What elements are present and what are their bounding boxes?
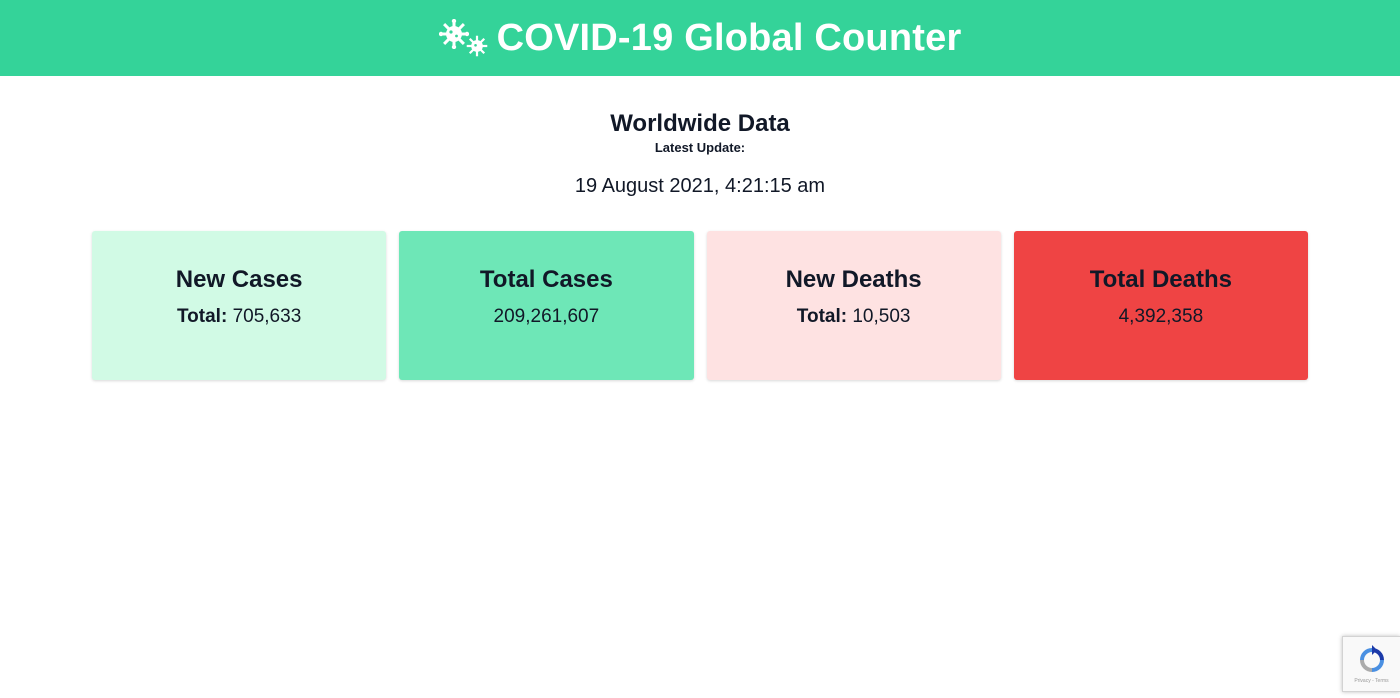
page-title: COVID-19 Global Counter [496,16,962,59]
card-title: New Deaths [785,266,922,293]
latest-update-date: 19 August 2021, 4:21:15 am [574,175,826,197]
card-title: Total Deaths [1089,266,1232,293]
card-total-deaths: Total Deaths 4,392,358 [1013,231,1308,380]
latest-update-label: Latest Update: [654,140,746,155]
card-new-deaths: New Deaths Total: 10,503 [706,231,1001,380]
card-value-prefix: Total: [796,306,848,327]
card-title: Total Cases [479,266,613,293]
card-total-cases: Total Cases 209,261,607 [399,231,694,380]
summary-title: Worldwide Data [610,110,790,137]
worldwide-summary: Worldwide Data Latest Update: 19 August … [0,108,1400,198]
card-value: Total: 705,633 [92,305,386,329]
card-value: 209,261,607 [399,305,693,329]
card-value: 4,392,358 [1014,305,1308,329]
recaptcha-badge[interactable]: Privacy - Terms [1342,636,1400,692]
recaptcha-caption[interactable]: Privacy - Terms [1354,678,1389,684]
recaptcha-icon [1359,645,1384,672]
card-value-number: 705,633 [232,306,302,327]
app-header: COVID-19 Global Counter [0,0,1400,76]
card-new-cases: New Cases Total: 705,633 [92,231,387,380]
card-value: Total: 10,503 [707,305,1001,329]
card-value-number: 4,392,358 [1118,306,1204,327]
stats-cards: New Cases Total: 705,633 Total Cases 209… [92,231,1308,380]
card-value-prefix: Total: [176,306,228,327]
card-title: New Cases [175,266,303,293]
header-content: COVID-19 Global Counter [438,16,962,60]
card-value-number: 209,261,607 [493,306,600,327]
virus-icon [438,17,489,59]
card-value-number: 10,503 [852,306,911,327]
